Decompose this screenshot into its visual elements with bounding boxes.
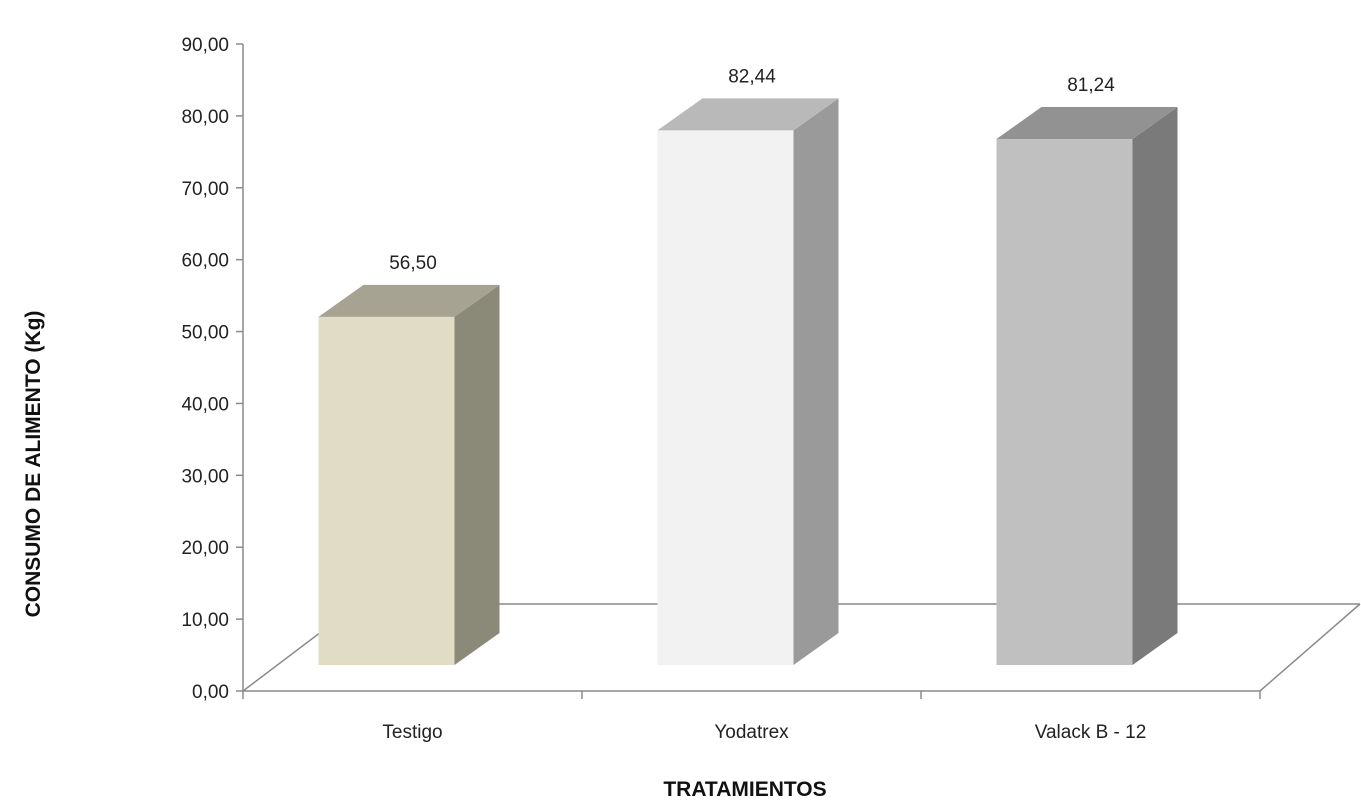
y-axis: 0,00 10,00 20,00 30,00 40,00 50,00 60,00 70,00 8… [181, 35, 244, 703]
x-tick-label: Valack B - 12 [1035, 722, 1147, 743]
y-tick-label: 60,00 [181, 251, 229, 272]
bar: 56,50 [318, 253, 500, 665]
bar: 81,24 [996, 75, 1178, 665]
y-tick-label: 40,00 [181, 394, 229, 415]
bar-top [657, 98, 839, 131]
y-tick-label: 20,00 [181, 538, 229, 559]
x-axis: Testigo Yodatrex Valack B - 12 [242, 691, 1261, 743]
y-tick-label: 10,00 [181, 610, 229, 631]
bars-group: 56,50 82,44 81,24 [318, 66, 1178, 665]
bar-front [996, 138, 1133, 665]
y-tick-label: 50,00 [181, 323, 229, 344]
bar-value-label: 82,44 [728, 66, 776, 87]
bar-side [1132, 106, 1178, 665]
y-axis-title: CONSUMO DE ALIMENTO (Kg) [22, 311, 45, 618]
y-tick-label: 80,00 [181, 107, 229, 128]
y-tick-label: 90,00 [181, 35, 229, 56]
bar-value-label: 81,24 [1067, 75, 1115, 96]
x-axis-title: TRATAMIENTOS [663, 778, 826, 801]
bar-top [996, 106, 1178, 139]
bar-side [793, 98, 839, 665]
y-tick-label: 0,00 [192, 682, 229, 703]
bar: 82,44 [657, 66, 839, 665]
y-tick-label: 70,00 [181, 179, 229, 200]
bar-front [657, 130, 794, 665]
bar-front [318, 316, 455, 665]
bar-side [454, 284, 500, 665]
bar-value-label: 56,50 [389, 253, 437, 274]
x-tick-label: Testigo [382, 722, 442, 743]
y-tick-label: 30,00 [181, 466, 229, 487]
bar-top [318, 284, 500, 317]
x-tick-label: Yodatrex [714, 722, 789, 743]
